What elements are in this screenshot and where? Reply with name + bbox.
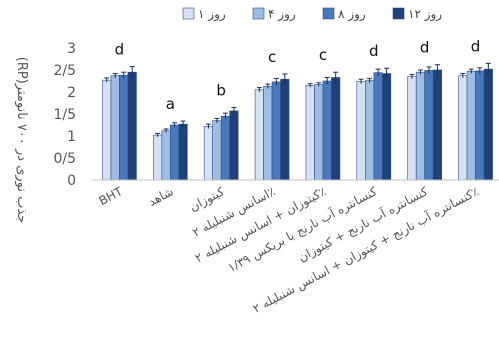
bar — [432, 69, 442, 181]
category-label: BHT — [97, 184, 126, 208]
y-axis-ticks: 0 0/5 1 1/5 2 2/5 3 — [53, 41, 76, 189]
bars — [102, 68, 493, 181]
bar — [314, 84, 324, 181]
bar — [305, 85, 315, 181]
bar — [356, 81, 366, 181]
significance-letter: a — [166, 95, 175, 113]
significance-letter: d — [471, 37, 481, 55]
bar — [220, 115, 230, 181]
legend-label: روز ۱۲ — [408, 7, 442, 22]
y-tick-label: 1 — [67, 129, 76, 145]
bar — [373, 72, 383, 181]
bar — [170, 124, 180, 181]
significance-letter: d — [420, 39, 430, 57]
bar — [382, 73, 392, 181]
bar — [229, 110, 239, 181]
legend-label: روز ۸ — [338, 7, 366, 22]
error-bars — [104, 62, 491, 137]
significance-letter: c — [319, 46, 327, 64]
bar — [280, 78, 290, 181]
bar — [424, 70, 434, 181]
bar — [161, 130, 171, 181]
y-tick-label: 2 — [67, 85, 76, 101]
y-tick-label: 0/5 — [53, 151, 76, 167]
y-tick-label: 2/5 — [53, 63, 76, 79]
y-tick-label: 0 — [67, 173, 76, 189]
bar — [331, 77, 341, 181]
significance-letter: b — [216, 81, 226, 99]
y-tick-label: 3 — [67, 41, 76, 57]
bar — [483, 68, 493, 181]
bar — [203, 126, 213, 181]
bar — [102, 79, 112, 181]
legend-swatch — [182, 7, 195, 20]
bar — [178, 123, 188, 181]
bar — [254, 89, 264, 181]
bar — [271, 81, 281, 181]
bar — [110, 75, 120, 181]
significance-letter: d — [115, 40, 125, 58]
bar — [466, 71, 476, 181]
legend-swatch — [392, 7, 405, 20]
bar — [407, 76, 417, 181]
bar — [458, 75, 468, 181]
category-label: شاهد — [146, 184, 176, 209]
legend-swatch — [322, 7, 335, 20]
bar — [212, 120, 222, 181]
legend-label: روز ۱ — [198, 7, 226, 22]
bar — [153, 134, 163, 181]
legend-label: روز ۴ — [268, 7, 296, 22]
significance-letter: c — [268, 48, 276, 66]
bar — [119, 74, 129, 181]
significance-letter: d — [369, 42, 379, 60]
bar — [475, 70, 485, 181]
bar — [415, 71, 425, 181]
bar — [322, 80, 332, 181]
y-axis-label: جذب نوری در ۷۰۰ نانومتر(RP) — [14, 57, 29, 223]
bar — [263, 85, 273, 181]
legend-swatch — [252, 7, 265, 20]
legend: روز ۱ روز ۴ روز ۸ روز ۱۲ — [182, 7, 442, 22]
y-tick-label: 1/5 — [53, 107, 76, 123]
bar — [365, 80, 375, 181]
bar — [127, 71, 137, 181]
significance-letters: d a b c c d d d — [115, 37, 481, 113]
